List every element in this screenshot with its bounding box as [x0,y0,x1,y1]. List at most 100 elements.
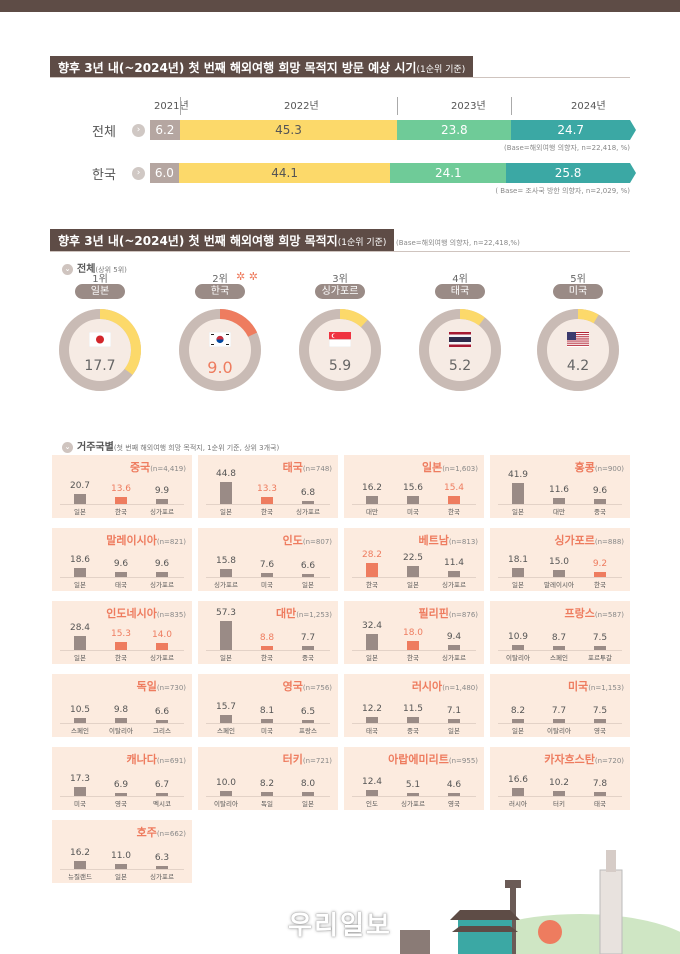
bar [407,565,419,577]
bar [261,497,273,504]
bar-label: 미국 [407,508,419,516]
bar-value: 8.2 [259,778,275,789]
bar [448,571,460,577]
year-divider [511,97,513,115]
card-n: (n=4,419) [150,465,186,473]
bar [156,572,168,577]
country-card: 프랑스(n=587) 10.9 이탈리아 8.7 스페인 7.5 포르투갈 [490,601,630,664]
card-country: 러시아 [411,680,443,693]
card-country: 호주 [136,826,157,839]
bar-value: 15.7 [215,702,237,713]
section1-rule [50,77,630,78]
bar-value: 6.7 [154,779,170,790]
bar [553,569,565,577]
bar-segment: 45.3 [179,120,398,140]
donut-value: 5.9 [328,358,352,374]
baseline [498,796,622,797]
chevron-down-icon: ⌄ [62,263,73,275]
donut-sg: 3위 싱가포르 5.9 [290,270,390,400]
bar [220,481,232,504]
baseline [60,796,184,797]
card-n: (n=955) [448,757,478,765]
flag-wrapper [329,332,351,347]
country-card: 중국(n=4,419) 20.7 일본 13.6 한국 9.9 싱가포르 [52,455,192,518]
card-n: (n=807) [302,538,332,546]
bar [594,572,606,577]
bar [74,860,86,869]
card-n: (n=1,153) [588,684,624,692]
bar-label: 미국 [261,727,273,735]
bar-value: 16.2 [69,847,91,858]
bar-segment: 6.2 [150,120,180,140]
baseline [352,577,476,578]
bar-label: 이탈리아 [109,727,133,735]
bar-value: 18.6 [69,554,91,565]
donut-value: 5.2 [448,358,472,374]
bar-value: 28.2 [361,549,383,560]
bar [594,499,606,504]
bar [448,719,460,723]
donut-us: 5위 미국 4.2 [528,270,628,400]
bar [156,865,168,869]
card-country: 미국 [567,680,589,693]
watermark: 우리일보 [288,911,392,941]
rank-label: 5위 [570,274,586,285]
bar-value: 41.9 [507,470,529,481]
stacked-bar: 6.2 45.3 23.8 24.7 [150,120,636,140]
bar-value: 9.8 [113,705,129,716]
bar [553,719,565,723]
bar [74,567,86,577]
baseline [498,650,622,651]
country-card: 인도네시아(n=835) 28.4 일본 15.3 한국 14.0 싱가포르 [52,601,192,664]
bar-value: 6.9 [113,779,129,790]
card-country: 중국 [129,461,151,474]
bar-value: 9.4 [446,632,462,643]
bar-value: 18.1 [507,554,529,565]
bar-label: 중국 [302,654,314,662]
bar [407,793,419,796]
bar-value: 7.1 [446,706,462,717]
bar-segment: 24.7 [511,120,630,140]
rank-label: 3위 [332,274,348,285]
donut-arc [577,309,599,324]
donut-kr: 2위 한국 9.0 [170,270,270,400]
bar-label: 한국 [366,581,378,589]
card-title: 터키(n=721) [283,751,332,767]
bar-value: 7.6 [259,560,275,571]
bar-value: 44.8 [215,468,237,479]
bar-label: 뉴질랜드 [68,873,92,881]
section2-title: 향후 3년 내(~2024년) 첫 번째 해외여행 희망 목적지(1순위 기준) [50,229,395,251]
rank-label: 1위 [92,274,108,285]
section2-base-note: (Base=해외여행 의향자, n=22,418,%) [396,239,520,247]
bar-label: 이탈리아 [506,654,530,662]
year-divider [397,97,399,115]
flag-wrapper [89,332,111,347]
card-country: 태국 [282,461,303,474]
overall-heading: ⌄ 전체(상위 5위) [62,260,127,275]
year-label: 2021년 [154,101,189,112]
bar [302,792,314,796]
bar-label: 러시아 [509,800,527,808]
bar [407,717,419,723]
year-label: 2022년 [284,101,319,112]
bar-label: 일본 [220,508,232,516]
bar-value: 10.5 [69,704,91,715]
card-n: (n=1,603) [442,465,478,473]
bar [220,791,232,796]
chevron-right-icon: › [132,167,145,180]
bar [553,790,565,796]
baseline [206,650,330,651]
base-note: ( Base= 조사국 방한 의향자, n=2,029, %) [495,187,630,195]
country-card: 베트남(n=813) 28.2 한국 22.5 일본 11.4 싱가포르 [344,528,484,591]
bar-label: 말레이시아 [544,581,574,589]
bar-value: 10.9 [507,631,529,642]
baseline [352,650,476,651]
card-title: 대만(n=1,253) [276,605,332,621]
card-n: (n=720) [594,757,624,765]
card-country: 프랑스 [564,607,595,620]
bar [261,718,273,723]
bar [553,645,565,650]
country-card: 일본(n=1,603) 16.2 대만 15.6 미국 15.4 한국 [344,455,484,518]
bar [448,793,460,796]
bar-value: 7.7 [300,633,316,644]
